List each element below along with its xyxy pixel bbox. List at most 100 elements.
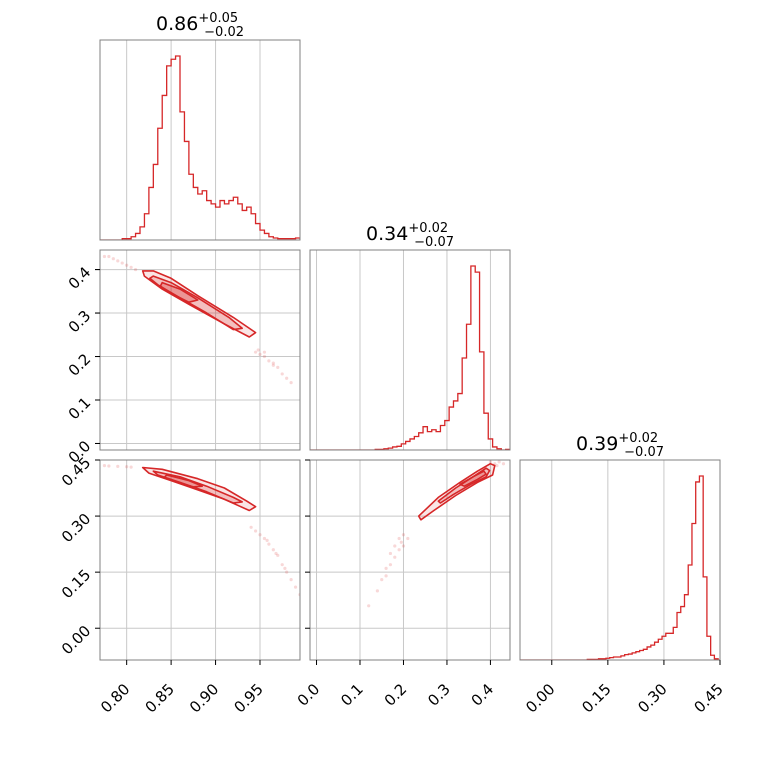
scatter-point [271, 548, 275, 552]
title-median: 0.34 [366, 223, 408, 245]
x-tick-label: 0.4 [468, 680, 498, 710]
x-axis-param-1: 0.80 0.85 0.90 0.95 [97, 660, 267, 716]
x-tick-label: 0.15 [578, 680, 614, 716]
scatter-point [125, 263, 129, 267]
panel-frame [99, 249, 301, 451]
scatter-point [107, 464, 111, 468]
scatter-point [102, 254, 107, 259]
y-tick-label: 0.4 [65, 263, 95, 293]
scatter-point [125, 465, 129, 469]
scatter-point [393, 544, 397, 548]
grid [551, 460, 721, 660]
scatter-point [401, 533, 406, 537]
title-minus: −0.07 [414, 235, 454, 250]
scatter-point [380, 578, 384, 582]
scatter-point [262, 350, 267, 354]
title-plus: +0.05 [198, 11, 238, 26]
panel-frame [519, 459, 721, 661]
histogram-1 [100, 55, 300, 240]
x-axis-param-3: 0.00 0.15 0.30 0.45 [522, 660, 727, 716]
x-tick-label: 0.30 [634, 680, 670, 716]
scatter-point [262, 354, 267, 359]
grid [126, 40, 261, 240]
scatter-point [267, 359, 271, 363]
scatter-point [258, 352, 262, 356]
x-tick-label: 0.90 [186, 680, 222, 716]
scatter-point [397, 548, 401, 552]
x-tick-label: 0.00 [522, 680, 558, 716]
y-tick-label: 0.45 [58, 454, 94, 490]
scatter-point [133, 267, 138, 272]
scatter-point [276, 553, 280, 557]
grid [310, 459, 510, 660]
scatter-panel-p31 [99, 459, 301, 661]
scatter-point [388, 551, 393, 556]
histogram-3 [520, 475, 720, 660]
histogram-panel-1 [99, 39, 301, 241]
scatter-point [399, 540, 403, 544]
scatter-point [388, 563, 393, 567]
scatter-point [256, 348, 260, 352]
scatter-point [406, 536, 410, 541]
x-tick-label: 0.2 [381, 680, 411, 710]
histogram-2 [310, 265, 510, 450]
scatter-point [285, 376, 289, 380]
title-param-3: 0.39+0.02 −0.07 [576, 431, 664, 460]
scatter-points [102, 254, 293, 385]
scatter-point [367, 604, 371, 608]
scatter-point [397, 536, 401, 541]
y-tick-label: 0.2 [65, 350, 95, 380]
y-tick-label: 0.1 [65, 394, 95, 424]
scatter-point [253, 350, 258, 354]
scatter-point [274, 551, 278, 556]
scatter-point [488, 460, 493, 464]
panel-frame [99, 39, 301, 241]
scatter-point [107, 254, 111, 259]
title-plus: +0.02 [618, 431, 658, 446]
scatter-point [120, 261, 124, 265]
scatter-point [285, 570, 289, 574]
y-tick-label: 0.15 [58, 566, 94, 602]
scatter-point [267, 542, 271, 546]
scatter-point [271, 363, 275, 367]
scatter-point [102, 464, 107, 468]
title-minus: −0.02 [204, 25, 244, 40]
y-tick-label: 0.3 [65, 307, 95, 337]
y-axis-param-3: 0.00 0.15 0.30 0.45 [58, 454, 100, 658]
title-median: 0.39 [576, 433, 618, 455]
histogram-panel-3 [519, 459, 721, 661]
x-tick-label: 0.45 [690, 680, 726, 716]
scatter-point [384, 566, 388, 571]
grid [100, 250, 300, 450]
scatter-point [280, 563, 284, 567]
x-tick-label: 0.80 [97, 680, 133, 716]
contour-level-1 [141, 270, 257, 338]
scatter-point [262, 536, 267, 541]
y-axis-param-2: 0.00.10.20.30.4 [65, 263, 100, 467]
scatter-point [129, 465, 133, 469]
title-param-2: 0.34+0.02 −0.07 [366, 221, 454, 250]
contour-level-3 [163, 474, 203, 488]
panel-frame [99, 459, 301, 661]
x-tick-label: 0.0 [294, 680, 324, 710]
scatter-point [497, 460, 501, 464]
scatter-point [116, 464, 120, 468]
scatter-point [283, 566, 287, 571]
contours [141, 466, 257, 512]
scatter-point [289, 578, 293, 582]
scatter-point [258, 533, 262, 537]
title-minus: −0.07 [624, 445, 664, 460]
scatter-point [293, 585, 298, 589]
y-tick-label: 0.30 [58, 510, 94, 546]
scatter-point [280, 372, 284, 376]
scatter-point [393, 555, 397, 559]
scatter-points [367, 460, 506, 608]
histogram-panel-2 [309, 249, 511, 451]
grid [316, 250, 491, 450]
title-param-1: 0.86+0.05 −0.02 [156, 11, 244, 40]
scatter-point [111, 257, 115, 261]
y-tick-label: 0.00 [58, 622, 94, 658]
contour-level-3 [159, 281, 199, 304]
panel-frame [309, 249, 511, 451]
